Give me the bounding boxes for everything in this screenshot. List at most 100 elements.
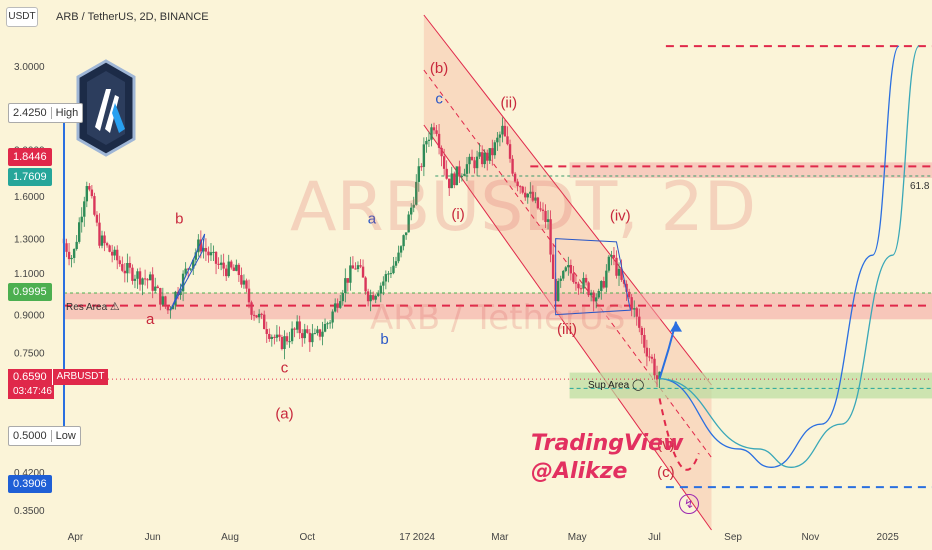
sup-zone [569,372,932,399]
candle-body [141,278,144,285]
candle-body [589,292,593,296]
candle-body [72,249,76,258]
candle-body [655,375,659,380]
candle-body [164,296,167,307]
x-tick-label: Aug [221,532,239,543]
candle-body [295,321,299,330]
channel-lower-line [423,124,712,531]
candle-body [544,210,547,222]
candle-body [161,296,165,305]
candle-body [103,235,106,244]
current-price-tag: 0.6590 ARBUSDT 03:47:46 [8,369,109,399]
candle-body [90,189,94,197]
candle-body [311,333,314,343]
candle-body [491,148,494,156]
candle-body [316,329,319,334]
candle-body [336,303,339,308]
candle-body [493,142,497,156]
candle-body [610,255,613,257]
triangle-iv-outline [555,238,632,316]
wave-label: a [368,210,377,227]
candle-body [288,341,291,343]
currency-button[interactable]: USDT [6,7,38,27]
candle-body [93,196,96,215]
x-tick-label: 17 [399,532,411,543]
candle-body [361,266,365,278]
x-tick-label: Sep [724,532,742,543]
candle-body [638,316,641,328]
candle-body [131,267,134,281]
candle-body [404,232,408,236]
candle-body [75,241,78,250]
candle-body [356,265,360,270]
candle-body [620,268,623,280]
wave-label: c [281,360,289,377]
blue-level-tag: 0.3906 [8,475,52,493]
candle-body [582,277,585,289]
candle-body [480,152,484,165]
candle-body [524,192,527,198]
candle-body [445,168,448,179]
watermark-ticker: ARBUSDT, 2D [290,168,757,247]
wave-label: (iv) [610,207,631,224]
candle-body [539,208,542,210]
candle-body [85,186,89,202]
candle-body [397,252,400,262]
candle-body [232,267,235,271]
candle-body [108,245,111,252]
candle-body [301,333,304,339]
candle-body [260,313,263,315]
candle-body [326,323,329,325]
candle-body [263,314,266,330]
candle-body [366,291,370,302]
candle-body [245,280,248,289]
candle-body [154,286,157,291]
candle-body [513,173,517,182]
branding-line-1: TradingView [531,431,684,456]
candle-body [645,347,649,357]
sup-area-text: Sup Area [588,380,630,391]
y-tick-label: 1.3000 [14,235,45,246]
y-tick-label: 1.1000 [14,269,45,280]
candle-body [415,181,418,205]
candle-body [387,273,390,275]
x-tick-label: Jun [145,532,161,543]
candle-body [427,139,431,141]
candle-body [592,292,595,302]
wave-label: (i) [451,206,464,223]
candle-body [600,281,603,291]
candle-body [503,125,507,137]
x-tick-label: 2024 [413,532,436,543]
candle-body [516,181,519,187]
candle-body [468,156,471,165]
candle-body [230,261,233,268]
candle-body [280,336,284,350]
candle-body [95,214,99,223]
candle-body [486,152,489,161]
candle-body [577,283,580,289]
candle-body [374,295,377,300]
y-tick-label: 0.4200 [14,468,45,479]
candle-body [389,273,393,275]
wave-label: c [435,91,443,108]
wave-c-dashed-path [658,398,700,471]
candle-body [257,313,261,318]
candle-body [341,293,344,302]
candle-body [622,279,626,284]
candle-body [635,308,638,317]
candle-body [306,329,309,333]
axes: 3.00002.00001.60001.30001.10000.90000.75… [14,62,899,543]
lightning-icon[interactable]: ↯ [679,494,699,514]
low-price-tag: 0.5000 Low [8,426,81,446]
wave-label: a [146,311,155,328]
candle-body [597,290,600,298]
candle-body [189,268,192,270]
candle-body [650,356,654,359]
candle-body [67,251,71,260]
candle-body [126,263,129,274]
candle-body [209,252,213,256]
candle-body [80,216,83,223]
symbol-title: ARB / TetherUS, 2D, BINANCE [56,11,209,23]
candle-body [138,271,142,285]
